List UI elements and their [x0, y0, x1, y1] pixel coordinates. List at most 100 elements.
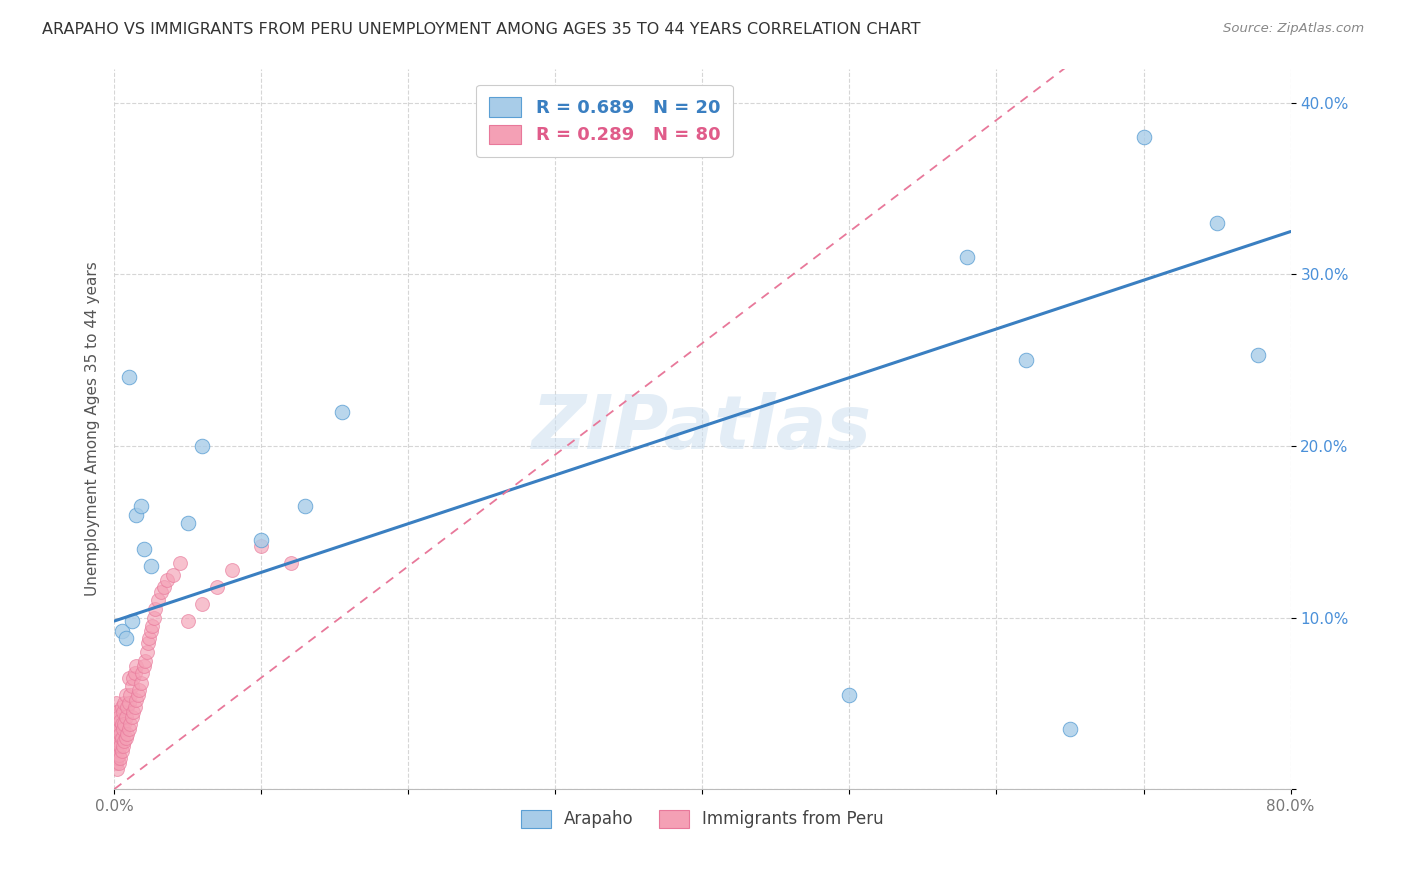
- Point: [120, 688, 142, 702]
- Point: [108, 739, 131, 754]
- Point: [125, 693, 148, 707]
- Point: [142, 610, 165, 624]
- Point: [107, 734, 129, 748]
- Point: [280, 556, 302, 570]
- Point: [121, 679, 143, 693]
- Point: [122, 671, 145, 685]
- Point: [139, 559, 162, 574]
- Point: [118, 697, 141, 711]
- Point: [104, 722, 127, 736]
- Point: [169, 556, 191, 570]
- Point: [156, 573, 179, 587]
- Point: [105, 705, 128, 719]
- Point: [1247, 348, 1270, 362]
- Point: [111, 722, 134, 736]
- Point: [127, 688, 149, 702]
- Point: [114, 697, 136, 711]
- Text: ARAPAHO VS IMMIGRANTS FROM PERU UNEMPLOYMENT AMONG AGES 35 TO 44 YEARS CORRELATI: ARAPAHO VS IMMIGRANTS FROM PERU UNEMPLOY…: [42, 22, 921, 37]
- Point: [138, 631, 160, 645]
- Point: [105, 762, 128, 776]
- Point: [125, 658, 148, 673]
- Point: [108, 751, 131, 765]
- Point: [1206, 216, 1229, 230]
- Point: [110, 717, 132, 731]
- Point: [956, 250, 979, 264]
- Point: [104, 744, 127, 758]
- Point: [1132, 130, 1154, 145]
- Point: [117, 727, 139, 741]
- Point: [118, 671, 141, 685]
- Point: [103, 717, 125, 731]
- Point: [221, 563, 243, 577]
- Point: [132, 541, 155, 556]
- Point: [104, 697, 127, 711]
- Point: [115, 688, 138, 702]
- Point: [121, 614, 143, 628]
- Point: [104, 734, 127, 748]
- Point: [110, 624, 132, 639]
- Point: [132, 658, 155, 673]
- Point: [177, 516, 200, 531]
- Text: ZIPatlas: ZIPatlas: [533, 392, 872, 466]
- Point: [330, 405, 353, 419]
- Point: [177, 614, 200, 628]
- Point: [125, 508, 148, 522]
- Point: [120, 717, 142, 731]
- Point: [114, 734, 136, 748]
- Point: [103, 739, 125, 754]
- Point: [111, 739, 134, 754]
- Point: [1059, 722, 1081, 736]
- Point: [135, 645, 157, 659]
- Point: [105, 751, 128, 765]
- Point: [115, 710, 138, 724]
- Point: [110, 731, 132, 745]
- Point: [104, 714, 127, 728]
- Point: [250, 539, 273, 553]
- Point: [128, 682, 150, 697]
- Point: [103, 727, 125, 741]
- Point: [118, 370, 141, 384]
- Point: [139, 624, 162, 639]
- Point: [107, 756, 129, 771]
- Point: [838, 688, 860, 702]
- Point: [107, 710, 129, 724]
- Point: [191, 597, 214, 611]
- Point: [110, 744, 132, 758]
- Point: [1015, 353, 1038, 368]
- Point: [117, 699, 139, 714]
- Y-axis label: Unemployment Among Ages 35 to 44 years: Unemployment Among Ages 35 to 44 years: [86, 261, 100, 596]
- Point: [162, 567, 184, 582]
- Legend: Arapaho, Immigrants from Peru: Arapaho, Immigrants from Peru: [515, 803, 890, 835]
- Point: [105, 717, 128, 731]
- Point: [129, 676, 152, 690]
- Point: [108, 727, 131, 741]
- Point: [294, 499, 316, 513]
- Point: [114, 717, 136, 731]
- Point: [250, 533, 273, 548]
- Point: [103, 734, 125, 748]
- Point: [191, 439, 214, 453]
- Point: [115, 631, 138, 645]
- Point: [134, 653, 156, 667]
- Point: [131, 665, 153, 680]
- Point: [124, 665, 146, 680]
- Point: [136, 636, 159, 650]
- Point: [122, 705, 145, 719]
- Point: [150, 585, 173, 599]
- Point: [118, 722, 141, 736]
- Point: [141, 619, 163, 633]
- Point: [110, 699, 132, 714]
- Point: [105, 727, 128, 741]
- Point: [104, 756, 127, 771]
- Point: [129, 499, 152, 513]
- Point: [148, 593, 170, 607]
- Point: [153, 580, 176, 594]
- Point: [111, 705, 134, 719]
- Point: [105, 739, 128, 754]
- Point: [115, 731, 138, 745]
- Point: [107, 747, 129, 762]
- Point: [205, 580, 228, 594]
- Point: [104, 705, 127, 719]
- Text: Source: ZipAtlas.com: Source: ZipAtlas.com: [1223, 22, 1364, 36]
- Point: [121, 710, 143, 724]
